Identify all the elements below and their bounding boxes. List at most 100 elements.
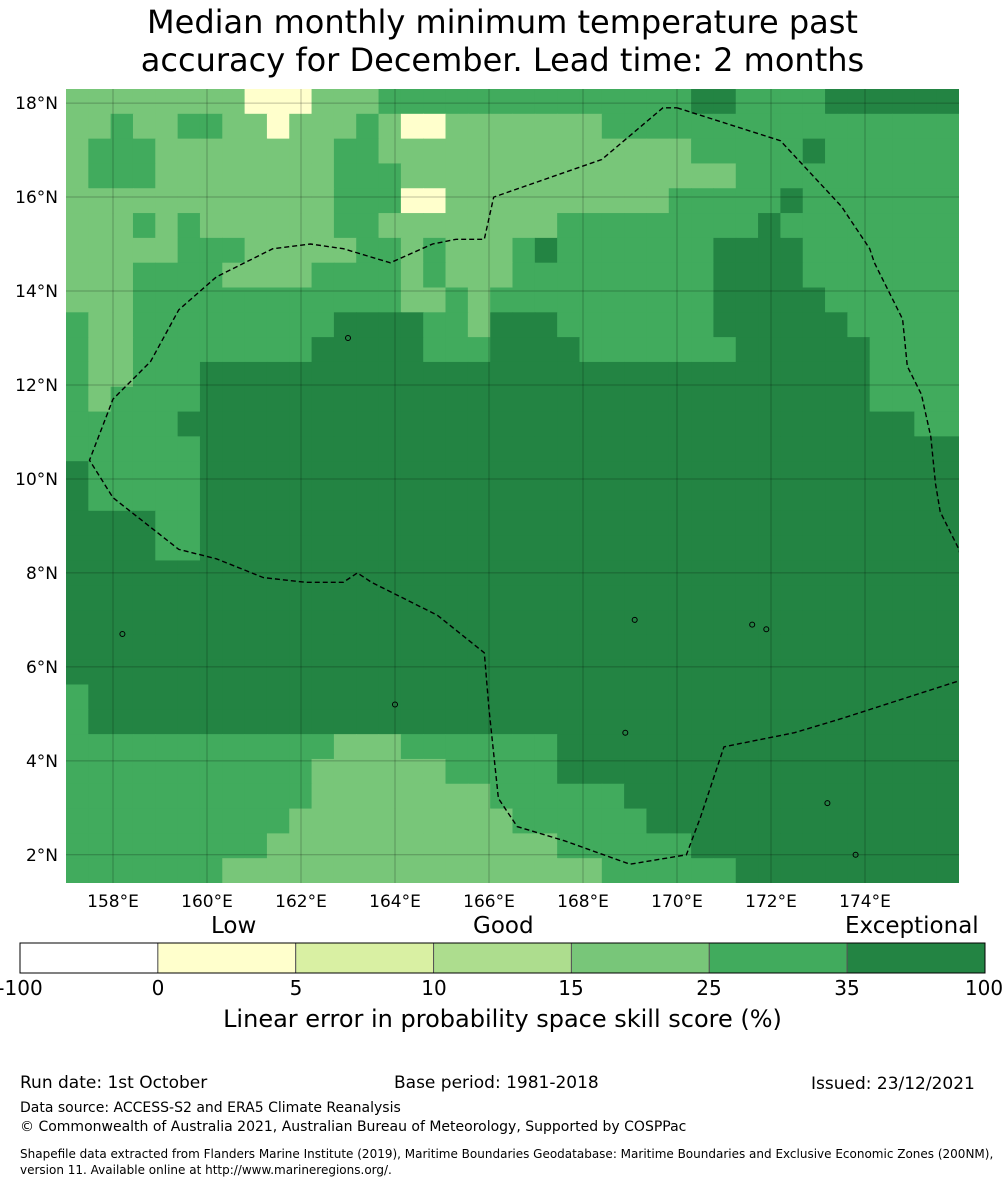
skill-cell	[713, 634, 737, 661]
skill-cell	[936, 386, 959, 413]
skill-cell	[88, 709, 112, 735]
skill-cell	[579, 734, 603, 760]
skill-cell	[110, 113, 134, 140]
skill-cell	[668, 262, 692, 289]
skill-cell	[713, 659, 737, 686]
skill-cell	[534, 808, 558, 834]
skill-cell	[311, 312, 335, 338]
skill-cell	[333, 709, 357, 735]
skill-cell	[601, 237, 625, 264]
skill-cell	[289, 535, 313, 562]
skill-cell	[847, 89, 871, 115]
skill-cell	[490, 237, 514, 264]
skill-cell	[423, 486, 447, 512]
skill-cell	[579, 709, 603, 735]
skill-cell	[311, 510, 335, 537]
skill-cell	[534, 510, 558, 537]
skill-cell	[311, 461, 335, 487]
skill-cell	[802, 411, 826, 437]
skill-cell	[914, 560, 938, 586]
skill-cell	[691, 337, 715, 363]
skill-cell	[601, 337, 625, 363]
skill-cell	[691, 758, 715, 785]
skill-cell	[802, 634, 826, 661]
skill-cell	[400, 535, 424, 562]
skill-cell	[110, 734, 134, 760]
skill-cell	[66, 337, 89, 363]
skill-cell	[88, 585, 112, 611]
skill-cell	[668, 163, 692, 189]
skill-cell	[512, 237, 536, 264]
skill-cell	[735, 386, 759, 413]
skill-cell	[423, 287, 447, 313]
skill-cell	[869, 113, 893, 140]
skill-cell	[512, 709, 536, 735]
skill-cell	[467, 386, 491, 413]
skill-cell	[601, 758, 625, 785]
skill-cell	[400, 113, 424, 140]
skill-cell	[356, 237, 380, 264]
skill-cell	[490, 510, 514, 537]
skill-cell	[624, 411, 648, 437]
skill-cell	[490, 858, 514, 883]
skill-cell	[490, 585, 514, 611]
skill-cell	[847, 684, 871, 710]
skill-cell	[847, 808, 871, 834]
skill-cell	[713, 262, 737, 289]
skill-cell	[423, 734, 447, 760]
skill-cell	[222, 361, 246, 388]
skill-cell	[378, 783, 402, 810]
skill-cell	[936, 188, 959, 214]
skill-cell	[735, 163, 759, 189]
skill-cell	[780, 510, 804, 537]
skill-cell	[400, 386, 424, 413]
skill-cell	[892, 610, 915, 636]
skill-cell	[356, 585, 380, 611]
skill-cell	[758, 461, 781, 487]
skill-cell	[802, 833, 826, 859]
skill-cell	[512, 734, 536, 760]
skill-cell	[155, 163, 179, 189]
skill-cell	[601, 436, 625, 462]
skill-cell	[557, 138, 581, 165]
skill-cell	[691, 510, 715, 537]
base-period: Base period: 1981-2018	[394, 1073, 599, 1093]
skill-cell	[378, 337, 402, 363]
skill-cell	[668, 510, 692, 537]
skill-cell	[88, 833, 112, 859]
colorbar-tick: 35	[834, 976, 860, 1000]
skill-cell	[378, 535, 402, 562]
skill-cell	[423, 138, 447, 165]
skill-cell	[155, 262, 179, 289]
skill-cell	[847, 461, 871, 487]
skill-cell	[691, 659, 715, 686]
skill-cell	[601, 386, 625, 413]
skill-cell	[467, 213, 491, 239]
skill-cell	[177, 113, 201, 140]
skill-cell	[400, 337, 424, 363]
skill-cell	[155, 684, 179, 710]
skill-cell	[467, 486, 491, 512]
skill-cell	[155, 758, 179, 785]
skill-cell	[289, 486, 313, 512]
skill-cell	[691, 783, 715, 810]
skill-cell	[869, 709, 893, 735]
skill-cell	[289, 436, 313, 462]
skill-cell	[66, 808, 89, 834]
skill-cell	[467, 312, 491, 338]
skill-cell	[289, 858, 313, 883]
skill-cell	[624, 461, 648, 487]
skill-cell	[601, 709, 625, 735]
skill-cell	[847, 783, 871, 810]
skill-cell	[780, 113, 804, 140]
skill-cell	[534, 312, 558, 338]
skill-cell	[512, 486, 536, 512]
skill-cell	[110, 262, 134, 289]
skill-cell	[400, 783, 424, 810]
skill-cell	[490, 833, 514, 859]
skill-cell	[378, 312, 402, 338]
skill-cell	[490, 337, 514, 363]
skill-cell	[199, 858, 223, 883]
skill-cell	[758, 138, 781, 165]
skill-cell	[825, 833, 848, 859]
